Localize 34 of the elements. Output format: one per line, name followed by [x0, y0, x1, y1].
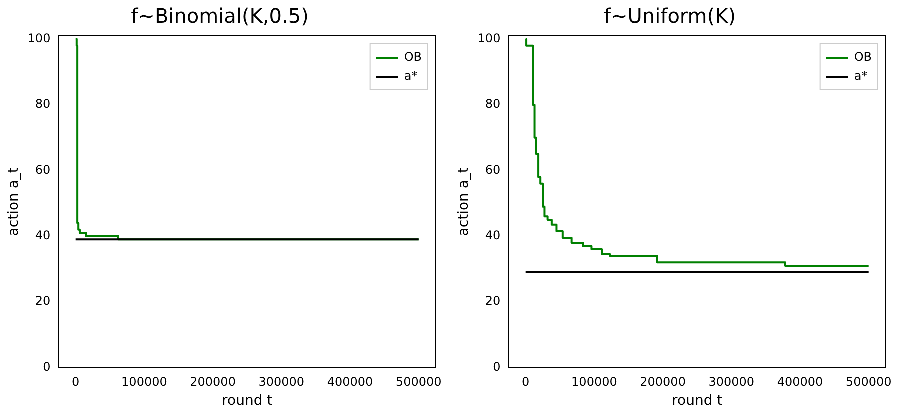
y-tick-label: 60 [485, 162, 501, 177]
legend-label: a* [404, 69, 418, 84]
y-tick-label: 40 [35, 228, 51, 243]
y-tick-label: 40 [485, 228, 501, 243]
x-tick-label: 200000 [640, 375, 686, 390]
y-tick-label: 0 [43, 360, 51, 374]
x-axis-title: round t [222, 393, 274, 410]
y-axis-title: action a_t [456, 167, 472, 236]
y-tick-label: 20 [485, 294, 501, 308]
chart-title: f~Binomial(K,0.5) [131, 4, 309, 28]
y-tick-label: 80 [485, 97, 501, 112]
x-tick-label: 100000 [122, 375, 168, 390]
x-tick-label: 300000 [708, 375, 755, 390]
y-tick-label: 20 [35, 294, 51, 308]
x-tick-label: 0 [72, 375, 80, 390]
legend-label: a* [854, 69, 868, 84]
chart-title: f~Uniform(K) [604, 4, 736, 28]
y-axis-title: action a_t [6, 167, 22, 236]
x-tick-label: 100000 [572, 375, 618, 390]
x-tick-label: 0 [522, 375, 530, 390]
x-tick-label: 500000 [396, 375, 442, 390]
x-tick-label: 200000 [190, 375, 236, 390]
x-tick-label: 500000 [846, 375, 892, 390]
y-tick-label: 60 [35, 162, 51, 177]
y-tick-label: 100 [478, 31, 501, 46]
x-tick-label: 400000 [777, 375, 824, 390]
y-tick-label: 0 [493, 360, 501, 374]
x-tick-label: 300000 [258, 375, 305, 390]
legend-label: OB [404, 50, 422, 64]
x-axis-title: round t [672, 393, 724, 410]
y-tick-label: 100 [28, 31, 51, 46]
y-tick-label: 80 [35, 97, 51, 112]
x-tick-label: 400000 [327, 375, 374, 390]
legend-label: OB [854, 50, 872, 64]
